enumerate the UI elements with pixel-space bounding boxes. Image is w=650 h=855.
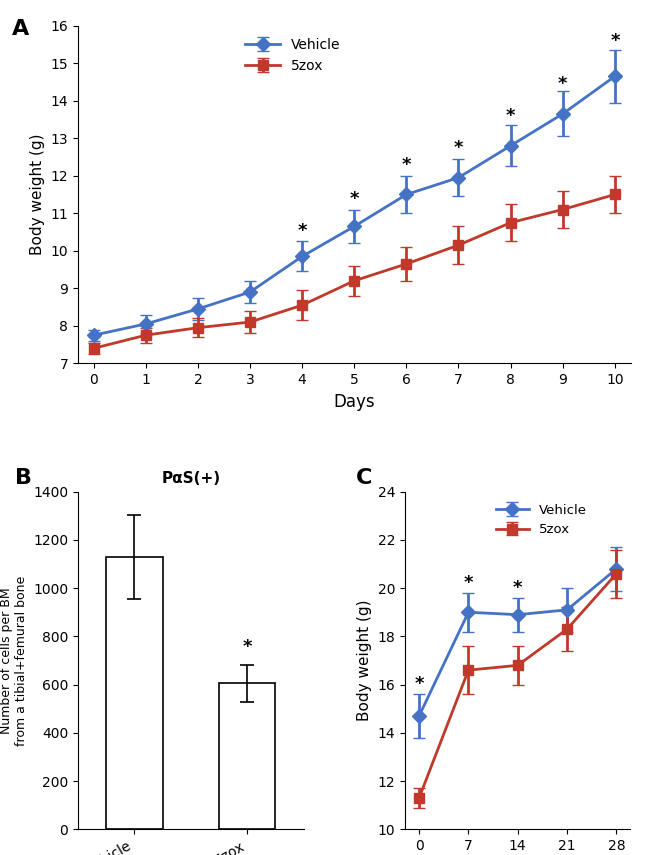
Text: *: * [506, 107, 515, 125]
Text: *: * [298, 221, 307, 239]
Y-axis label: Number of cells per BM
from a tibial+femural bone: Number of cells per BM from a tibial+fem… [0, 575, 27, 746]
Text: *: * [402, 156, 411, 174]
Text: *: * [558, 75, 567, 93]
Y-axis label: Body weight (g): Body weight (g) [30, 133, 45, 256]
Title: PαS(+): PαS(+) [161, 471, 220, 486]
Legend: Vehicle, 5zox: Vehicle, 5zox [240, 32, 346, 79]
Y-axis label: Body weight (g): Body weight (g) [357, 599, 372, 722]
Text: *: * [350, 190, 359, 208]
Legend: Vehicle, 5zox: Vehicle, 5zox [491, 498, 593, 541]
Text: B: B [15, 468, 32, 488]
Text: *: * [463, 574, 473, 592]
Text: *: * [513, 579, 523, 597]
Bar [219, 683, 276, 829]
Text: A: A [12, 19, 29, 38]
X-axis label: Days: Days [333, 392, 375, 410]
Text: *: * [242, 638, 252, 656]
Bar [106, 557, 162, 829]
Text: C: C [356, 468, 372, 488]
Text: *: * [454, 139, 463, 157]
Text: *: * [610, 32, 619, 50]
Text: *: * [414, 675, 424, 693]
